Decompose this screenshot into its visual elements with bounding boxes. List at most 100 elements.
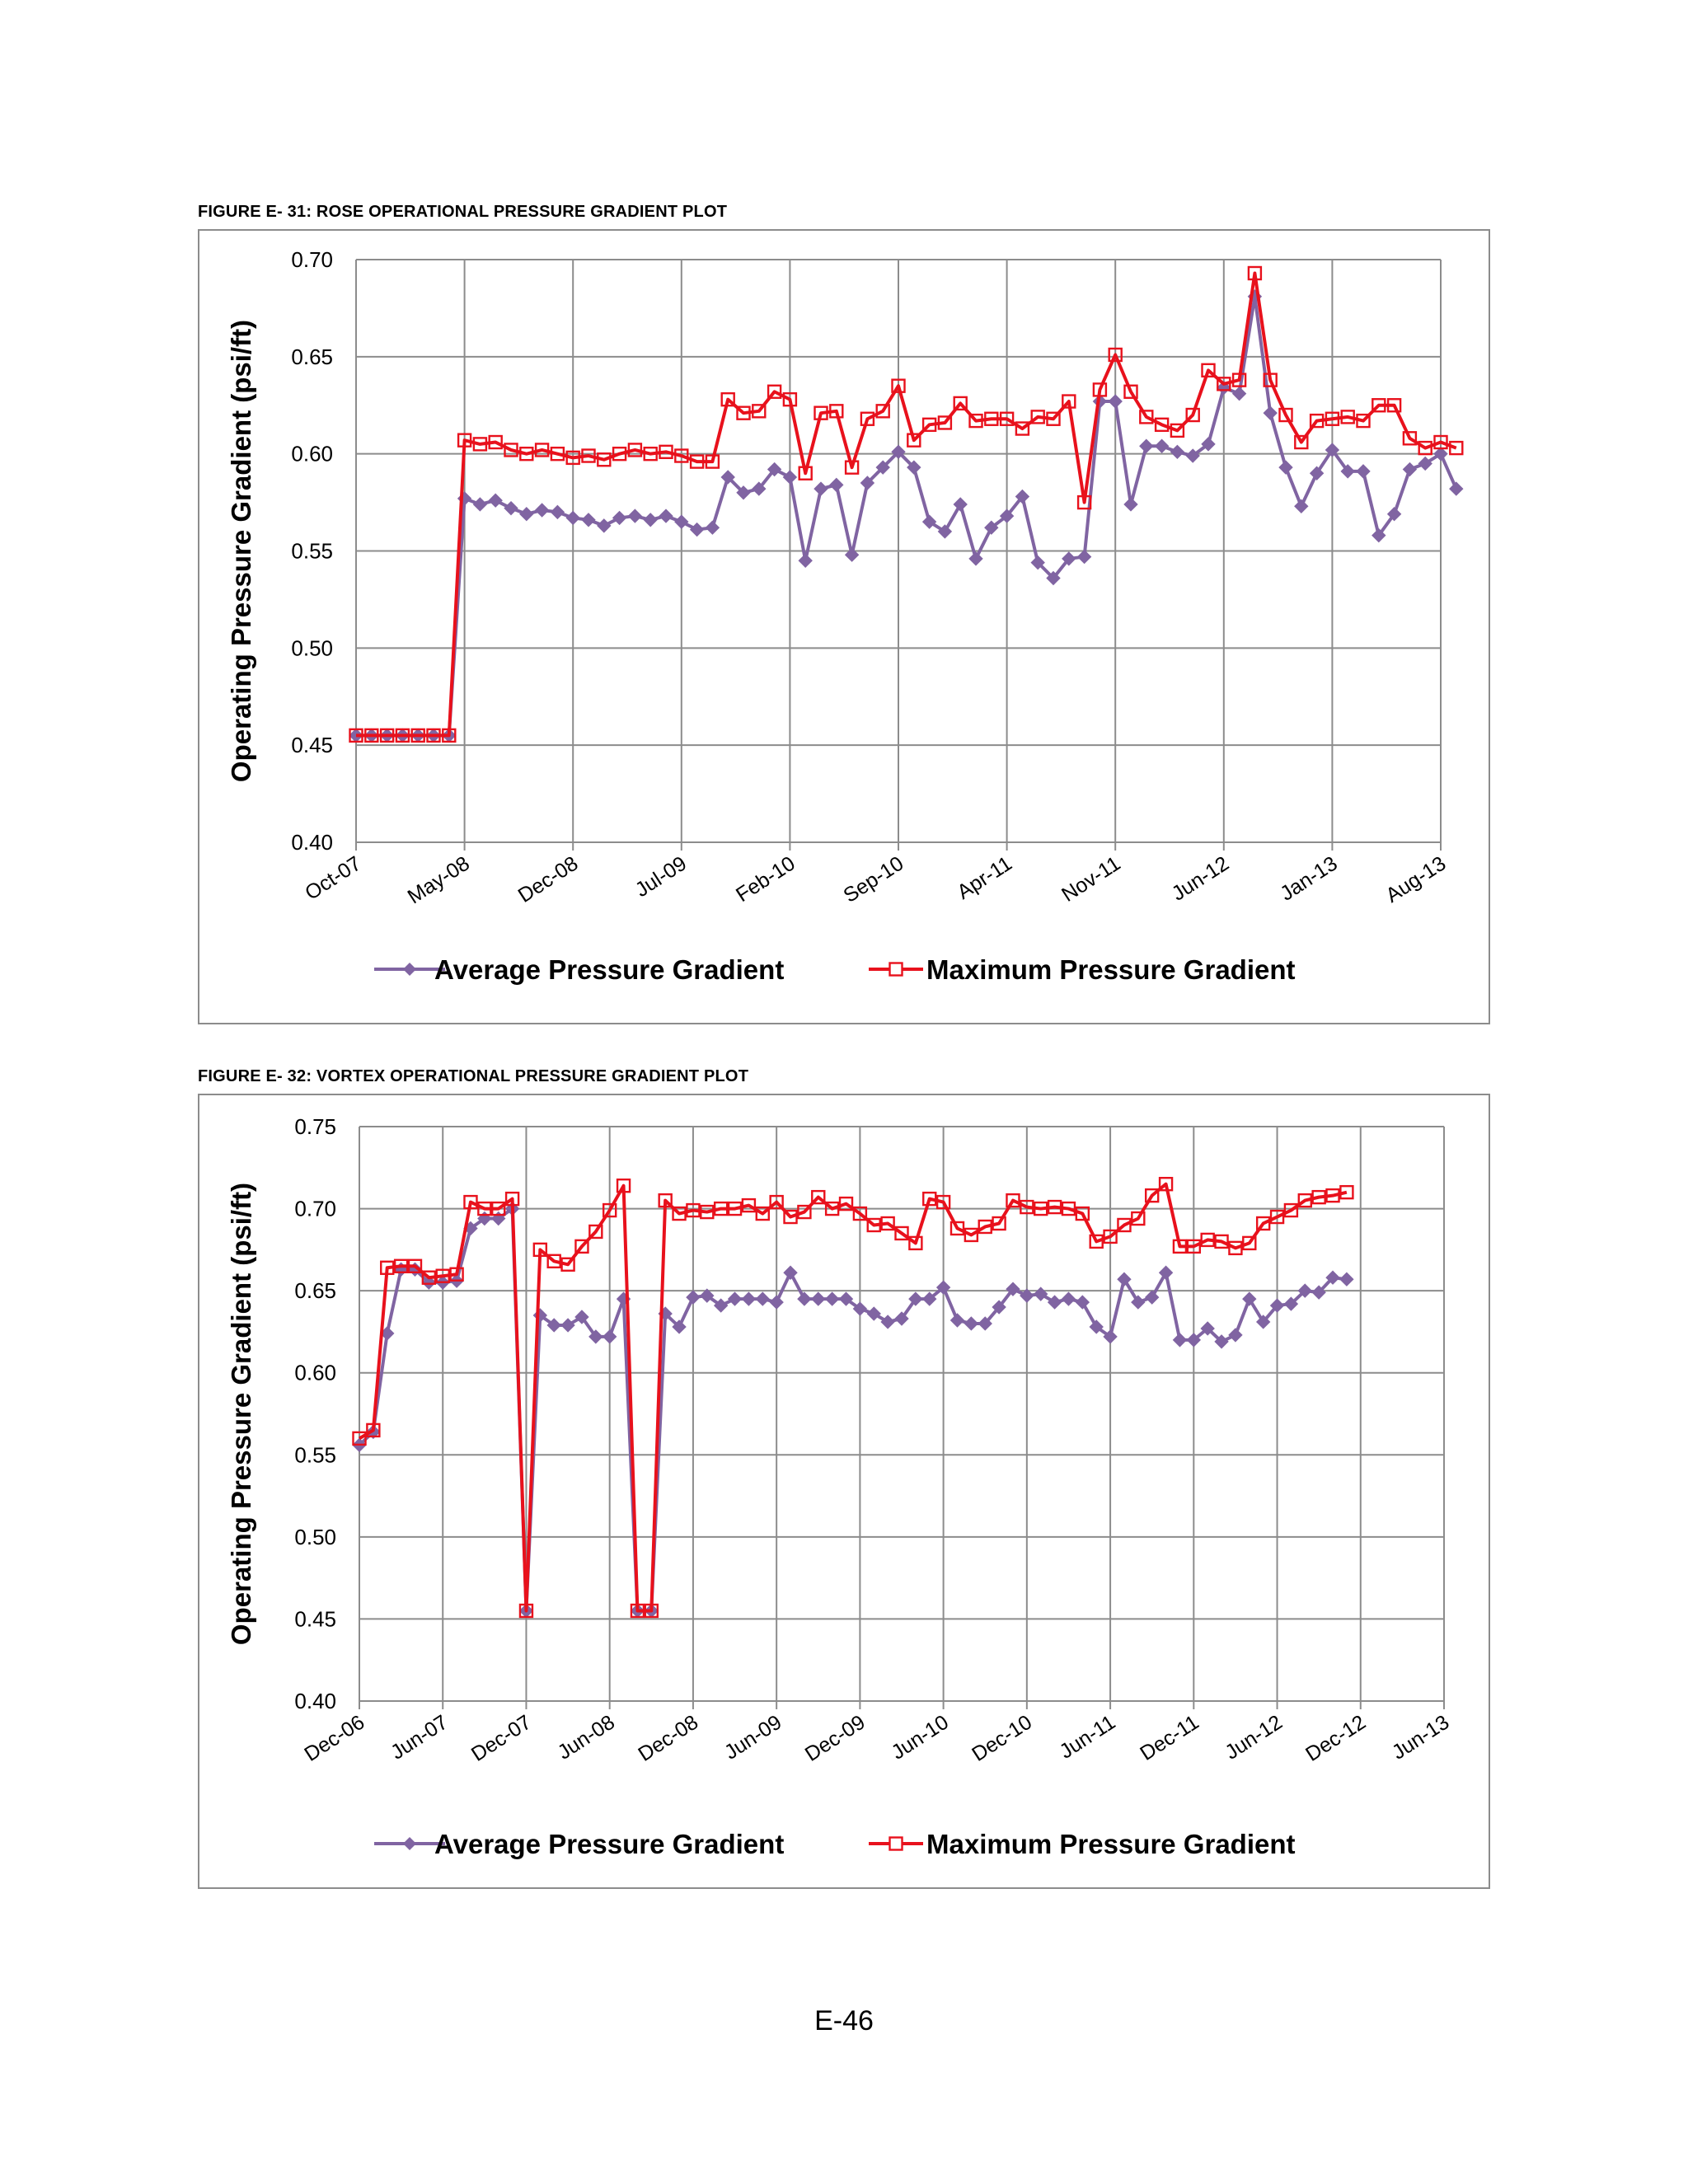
rose-maximum-point bbox=[504, 443, 518, 457]
rose-maximum-point bbox=[1386, 398, 1402, 413]
rose-maximum-point bbox=[1015, 421, 1030, 436]
rose-legend-maximum-marker bbox=[889, 962, 903, 977]
rose-average-point bbox=[1062, 551, 1076, 566]
rose-maximum-point bbox=[1185, 407, 1200, 423]
vortex-y-tick-label: 0.60 bbox=[294, 1361, 336, 1385]
rose-maximum-point bbox=[426, 728, 441, 743]
rose-maximum-point bbox=[349, 728, 363, 743]
vortex-maximum-point bbox=[992, 1216, 1006, 1231]
vortex-maximum-point bbox=[532, 1242, 548, 1258]
vortex-average-point bbox=[824, 1291, 840, 1306]
vortex-x-tick-label: Jun-13 bbox=[1388, 1711, 1453, 1765]
vortex-x-tick-label: Jun-11 bbox=[1056, 1711, 1120, 1764]
rose-x-tick-label: Nov-11 bbox=[1057, 852, 1124, 907]
vortex-average-point bbox=[421, 1275, 437, 1290]
vortex-maximum-point bbox=[352, 1431, 367, 1446]
vortex-average-point bbox=[1325, 1270, 1340, 1285]
rose-legend-average-marker bbox=[403, 963, 416, 976]
vortex-average-point bbox=[1075, 1295, 1090, 1310]
rose-maximum-point bbox=[689, 454, 705, 469]
rose-maximum-point bbox=[472, 437, 488, 452]
rose-average-point bbox=[488, 493, 503, 508]
rose-maximum-point bbox=[659, 444, 673, 460]
vortex-average-point bbox=[1117, 1272, 1132, 1286]
rose-maximum-point bbox=[1076, 494, 1092, 510]
vortex-average-point bbox=[686, 1290, 701, 1305]
vortex-maximum-point bbox=[1283, 1202, 1299, 1218]
vortex-average-point bbox=[1061, 1291, 1076, 1306]
rose-maximum-point bbox=[519, 446, 534, 462]
vortex-average-point bbox=[797, 1291, 812, 1306]
vortex-pressure-chart: 0.40 0.45 0.50 0.55 0.60 0.65 0.70 0.75 Dec-06 Ju… bbox=[226, 1114, 1453, 1859]
rose-maximum-point bbox=[1201, 363, 1216, 378]
vortex-maximum-point bbox=[700, 1204, 715, 1220]
vortex-average-point bbox=[546, 1318, 561, 1333]
vortex-average-point bbox=[1172, 1333, 1188, 1347]
vortex-average-point bbox=[1311, 1285, 1326, 1300]
vortex-maximum-point bbox=[811, 1189, 826, 1205]
vortex-average-point bbox=[1131, 1295, 1146, 1310]
vortex-maximum-point bbox=[755, 1206, 770, 1221]
vortex-maximum-point bbox=[588, 1224, 603, 1240]
rose-average-point bbox=[689, 522, 705, 537]
vortex-maximum-point bbox=[366, 1422, 381, 1438]
rose-average-point bbox=[1402, 462, 1418, 477]
rose-average-point bbox=[581, 513, 596, 527]
vortex-maximum-point bbox=[950, 1221, 965, 1236]
rose-maximum-point bbox=[395, 728, 410, 743]
rose-maximum-point bbox=[953, 396, 968, 411]
rose-maximum-point bbox=[364, 728, 379, 743]
vortex-average-point bbox=[1283, 1296, 1299, 1311]
rose-maximum-point bbox=[379, 728, 395, 743]
vortex-average-point bbox=[783, 1265, 798, 1280]
rose-maximum-point bbox=[674, 448, 689, 463]
vortex-maximum-point bbox=[1269, 1209, 1285, 1225]
rose-maximum-point bbox=[891, 378, 906, 393]
vortex-maximum-point bbox=[1200, 1232, 1215, 1248]
vortex-maximum-point bbox=[964, 1227, 979, 1243]
vortex-x-tick-label: Jun-09 bbox=[720, 1711, 785, 1765]
vortex-maximum-point bbox=[644, 1603, 659, 1619]
vortex-maximum-point bbox=[1144, 1188, 1160, 1203]
rose-average-point bbox=[1201, 437, 1216, 452]
vortex-average-point bbox=[602, 1329, 617, 1344]
vortex-maximum-point bbox=[574, 1239, 589, 1254]
vortex-average-point bbox=[811, 1291, 826, 1306]
rose-average-point bbox=[1123, 497, 1138, 512]
rose-y-tick-label: 0.50 bbox=[291, 635, 333, 660]
rose-y-tick-label: 0.45 bbox=[291, 733, 333, 757]
rose-maximum-point bbox=[1217, 377, 1231, 391]
rose-maximum-point bbox=[1340, 410, 1355, 424]
vortex-average-point bbox=[1158, 1265, 1174, 1280]
vortex-x-tick-label: Dec-11 bbox=[1136, 1711, 1203, 1765]
rose-average-point bbox=[1139, 438, 1154, 453]
rose-average-point bbox=[1433, 446, 1448, 462]
rose-average-point bbox=[907, 460, 921, 475]
vortex-maximum-point bbox=[1214, 1234, 1229, 1249]
rose-x-tick-label: Sep-10 bbox=[839, 852, 907, 907]
rose-average-point bbox=[1418, 456, 1432, 471]
rose-maximum-point bbox=[442, 728, 457, 743]
vortex-average-point bbox=[1255, 1315, 1271, 1329]
rose-average-point bbox=[597, 518, 612, 533]
vortex-maximum-point bbox=[393, 1258, 409, 1273]
rose-average-point bbox=[612, 510, 627, 526]
rose-maximum-point bbox=[534, 443, 550, 457]
vortex-average-point bbox=[727, 1291, 743, 1306]
rose-average-point bbox=[860, 476, 875, 490]
rose-maximum-point bbox=[565, 450, 580, 466]
vortex-maximum-point bbox=[686, 1202, 701, 1218]
vortex-average-point bbox=[1339, 1272, 1354, 1286]
vortex-maximum-point bbox=[1047, 1199, 1062, 1215]
vortex-average-point bbox=[713, 1298, 729, 1313]
vortex-y-tick-label: 0.40 bbox=[294, 1689, 336, 1713]
rose-average-point bbox=[720, 470, 735, 485]
rose-x-tick-label: Jul-09 bbox=[631, 852, 691, 902]
rose-maximum-point bbox=[921, 417, 937, 433]
vortex-maximum-point bbox=[727, 1201, 743, 1216]
vortex-legend-maximum-label: Maximum Pressure Gradient bbox=[926, 1829, 1296, 1859]
vortex-maximum-point bbox=[504, 1191, 520, 1207]
rose-maximum-point bbox=[860, 411, 875, 426]
vortex-maximum-point bbox=[1089, 1234, 1104, 1249]
vortex-average-point bbox=[1089, 1319, 1104, 1334]
